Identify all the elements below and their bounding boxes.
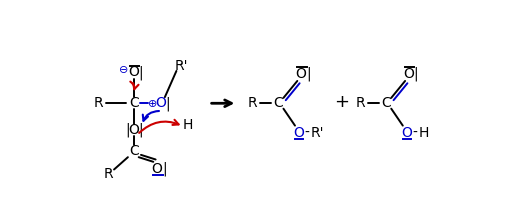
Text: R': R'	[310, 125, 324, 140]
Text: |: |	[162, 161, 166, 176]
Text: R: R	[248, 96, 257, 110]
Text: H: H	[419, 125, 429, 140]
Text: O: O	[128, 65, 139, 79]
Text: O: O	[296, 67, 307, 81]
Text: -: -	[305, 125, 310, 140]
Text: H: H	[183, 118, 193, 132]
Text: C: C	[381, 96, 391, 110]
Text: |: |	[138, 65, 142, 80]
Text: |: |	[125, 123, 129, 138]
Text: C: C	[129, 96, 139, 110]
Text: ⊖: ⊖	[119, 65, 128, 75]
Text: C: C	[273, 96, 283, 110]
Text: C: C	[129, 144, 139, 158]
Text: O: O	[293, 125, 304, 140]
Text: |: |	[306, 67, 310, 81]
Text: |: |	[413, 67, 418, 81]
Text: ⊕: ⊕	[148, 99, 157, 109]
Text: +: +	[334, 93, 349, 111]
Text: R: R	[94, 96, 103, 110]
Text: R': R'	[175, 59, 189, 73]
Text: O: O	[401, 125, 412, 140]
Text: R: R	[104, 167, 113, 181]
Text: |: |	[166, 96, 170, 111]
Text: O: O	[404, 67, 414, 81]
Text: -: -	[413, 125, 418, 140]
Text: O: O	[155, 96, 166, 110]
Text: O: O	[152, 162, 163, 176]
Text: R: R	[356, 96, 365, 110]
Text: O: O	[128, 123, 139, 137]
Text: |: |	[139, 123, 144, 138]
